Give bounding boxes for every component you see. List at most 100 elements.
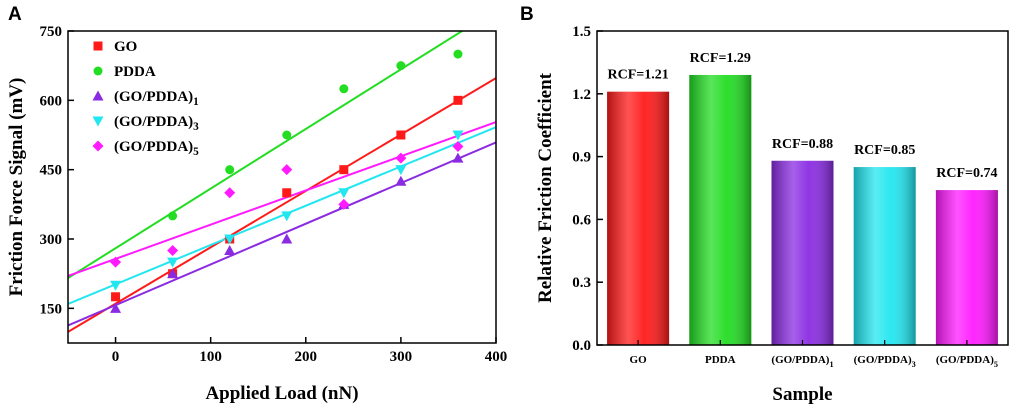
data-point-s4-4 (338, 198, 350, 210)
data-point-s4-3 (281, 164, 293, 176)
category-label-4: (GO/PDDA)5 (936, 354, 998, 369)
panel-a-letter: A (8, 4, 22, 25)
legend-marker-3 (92, 116, 104, 127)
legend-label-1: PDDA (114, 64, 156, 80)
x-axis-title-b: Sample (772, 384, 832, 405)
legend-label-0: GO (114, 39, 137, 55)
data-point-s4-2 (224, 187, 236, 199)
data-point-s3-6 (452, 130, 464, 141)
data-point-s0-0 (111, 292, 121, 302)
panel-b-bar-chart: RCF=1.21GORCF=1.29PDDARCF=0.88(GO/PDDA)1… (535, 24, 1009, 405)
y-axis-title-b: Relative Friction Coefficient (535, 72, 556, 303)
bar-shade-3 (853, 167, 916, 345)
y-tick-label-0: 150 (40, 301, 63, 317)
data-point-s1-0 (168, 211, 178, 221)
legend-label-3-main: (GO/PDDA) (114, 114, 193, 130)
data-point-s1-1 (225, 165, 235, 175)
legend-marker-0 (93, 41, 103, 51)
bar-value-label-1: RCF=1.29 (690, 51, 751, 66)
plot-a-frame (67, 30, 497, 344)
category-label-4-main: (GO/PDDA) (936, 354, 994, 366)
data-point-s1-3 (339, 84, 349, 94)
fit-line-1 (68, 31, 464, 279)
data-point-s3-3 (281, 211, 293, 222)
data-point-s3-0 (110, 280, 122, 291)
bar-value-label-4: RCF=0.74 (936, 166, 997, 181)
data-point-s4-6 (452, 141, 464, 153)
legend-label-4-sub: 5 (193, 146, 199, 158)
data-point-s4-5 (395, 152, 407, 164)
category-label-2-sub: 1 (829, 360, 833, 369)
data-point-s3-4 (338, 188, 350, 199)
legend-label-2: (GO/PDDA)1 (114, 89, 199, 108)
y-axis-title: Friction Force Signal (mV) (6, 78, 27, 297)
data-point-s0-6 (453, 95, 463, 105)
data-point-s1-5 (453, 49, 463, 59)
data-point-s3-5 (395, 165, 407, 176)
data-point-s1-4 (396, 61, 406, 71)
legend-label-2-main: (GO/PDDA) (114, 89, 193, 105)
panel-b-letter: B (520, 4, 534, 25)
y-tick-label-b-4: 1.2 (572, 87, 591, 103)
category-label-4-sub: 5 (994, 360, 998, 369)
y-tick-label-b-2: 0.6 (572, 212, 591, 228)
category-label-3: (GO/PDDA)3 (854, 354, 916, 369)
x-tick-label-3: 300 (390, 349, 413, 365)
legend-label-0-main: GO (114, 39, 137, 55)
data-point-s2-1 (167, 268, 179, 279)
x-tick-label-2: 200 (295, 349, 318, 365)
data-point-s0-3 (282, 188, 292, 198)
legend-label-3: (GO/PDDA)3 (114, 114, 199, 133)
legend-label-4-main: (GO/PDDA) (114, 139, 193, 155)
fit-line-2 (68, 141, 496, 327)
legend-label-4: (GO/PDDA)5 (114, 139, 199, 158)
x-tick-label-0: 0 (112, 349, 120, 365)
data-point-s1-2 (282, 130, 292, 140)
y-tick-label-4: 750 (40, 24, 63, 40)
category-label-2-main: (GO/PDDA) (771, 354, 829, 366)
legend-label-2-sub: 1 (193, 96, 199, 108)
fit-line-3 (68, 126, 496, 305)
y-tick-label-2: 450 (40, 163, 63, 179)
bar-shade-2 (771, 160, 834, 345)
x-tick-label-1: 100 (199, 349, 222, 365)
bar-shade-0 (607, 91, 670, 345)
y-tick-label-b-1: 0.3 (572, 275, 591, 291)
data-point-s4-1 (167, 245, 179, 257)
bar-value-label-0: RCF=1.21 (607, 68, 668, 83)
y-tick-label-b-0: 0.0 (572, 338, 591, 354)
fit-line-0 (68, 77, 496, 333)
category-label-3-sub: 3 (912, 360, 916, 369)
data-point-s2-5 (395, 175, 407, 186)
legend-marker-2 (92, 90, 104, 101)
y-tick-label-3: 600 (40, 93, 63, 109)
panel-a-scatter-chart: 0 100 200 300 400 150 300 450 600 750 Applied Load… (6, 24, 508, 404)
data-point-s2-6 (452, 152, 464, 163)
x-tick-label-4: 400 (485, 349, 508, 365)
category-label-0-main: GO (630, 354, 648, 366)
legend-marker-4 (92, 140, 104, 152)
data-point-s4-0 (110, 256, 122, 268)
y-tick-label-b-3: 0.9 (572, 150, 591, 166)
y-tick-label-b-5: 1.5 (572, 24, 591, 40)
data-point-s2-3 (281, 233, 293, 244)
category-label-0: GO (630, 354, 648, 366)
data-point-s2-2 (224, 245, 236, 256)
data-point-s0-5 (396, 130, 406, 140)
y-tick-label-1: 300 (40, 232, 63, 248)
data-point-s2-0 (110, 302, 122, 313)
legend-marker-1 (93, 66, 103, 76)
data-point-s3-2 (224, 234, 236, 245)
category-label-2: (GO/PDDA)1 (771, 354, 833, 369)
data-point-s0-4 (339, 165, 349, 175)
bar-value-label-3: RCF=0.85 (854, 143, 915, 158)
x-axis-title: Applied Load (nN) (205, 383, 358, 404)
legend-label-1-main: PDDA (114, 64, 156, 80)
bar-shade-1 (689, 74, 752, 346)
bar-value-label-2: RCF=0.88 (772, 137, 833, 152)
data-point-s3-1 (167, 257, 179, 268)
category-label-3-main: (GO/PDDA) (854, 354, 912, 366)
legend-label-3-sub: 3 (193, 121, 199, 133)
